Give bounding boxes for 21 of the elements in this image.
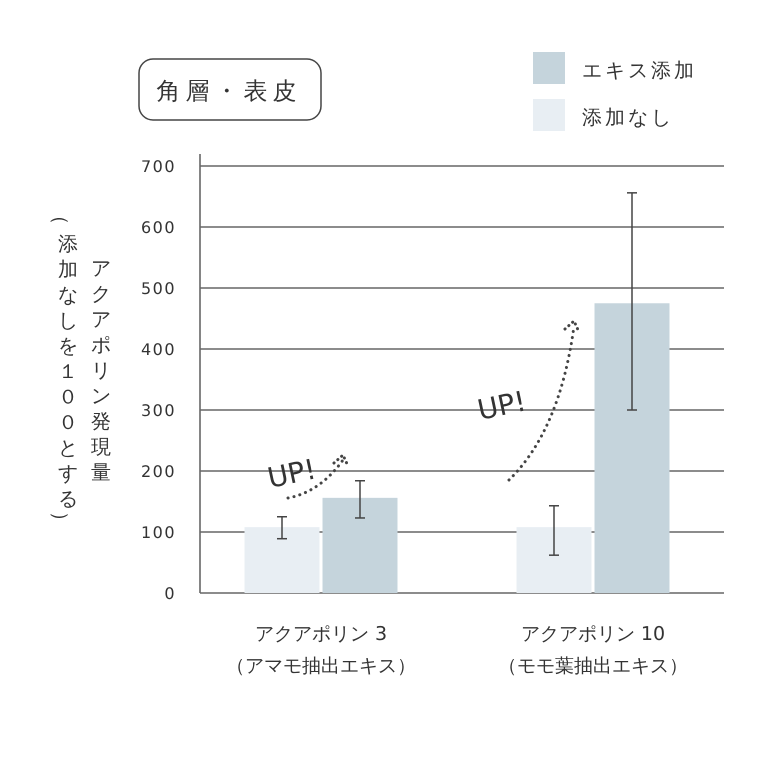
- text: アクアポリン発現量: [91, 256, 111, 484]
- bar: [244, 527, 320, 593]
- legend-label: エキス添加: [582, 58, 697, 82]
- y-tick-label: 0: [164, 584, 176, 603]
- text: （添加なしを１００とする）: [49, 205, 78, 531]
- y-tick-label: 700: [140, 157, 176, 176]
- chart-title: 角層・表皮: [156, 77, 302, 105]
- bar: [322, 498, 398, 593]
- bar: [594, 303, 670, 593]
- y-tick-label: 600: [140, 218, 176, 237]
- y-tick-label: 500: [140, 279, 176, 298]
- x-tick-label: アクアポリン 3 （アマモ抽出エキス）: [226, 623, 416, 677]
- x-tick-label: アクアポリン 10 （モモ葉抽出エキス）: [498, 623, 688, 677]
- y-tick-label: 400: [140, 340, 176, 359]
- y-tick-label: 300: [140, 401, 176, 420]
- bar: [516, 527, 592, 593]
- annotation: UP!: [264, 452, 320, 495]
- y-tick-label: 200: [140, 462, 176, 481]
- legend-label: 添加なし: [582, 105, 674, 129]
- annotation: UP!: [474, 384, 530, 427]
- y-tick-label: 100: [140, 523, 176, 542]
